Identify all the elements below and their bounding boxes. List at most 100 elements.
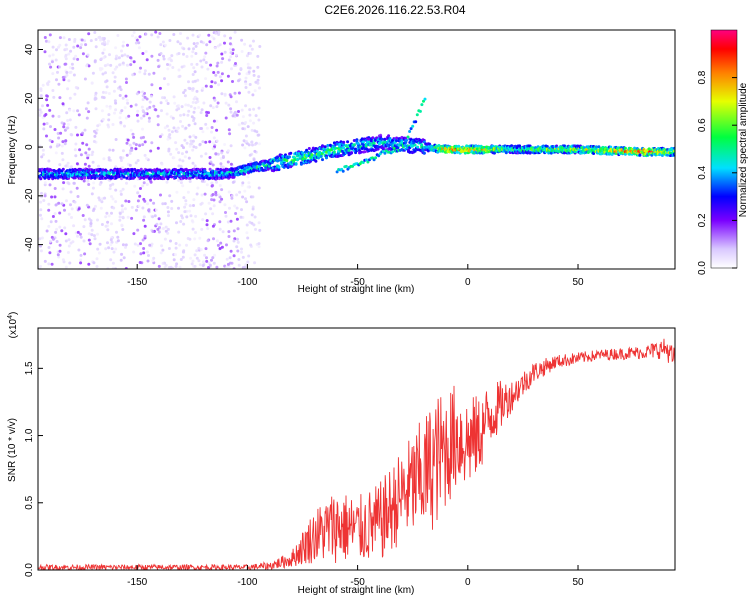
noise-cell: [204, 84, 208, 88]
noise-cell: [237, 110, 240, 113]
noise-cell: [92, 207, 96, 211]
noise-cell: [174, 246, 178, 250]
noise-cell: [219, 162, 223, 166]
noise-cell: [192, 66, 196, 70]
noise-cell: [246, 185, 250, 189]
ridge-cell: [597, 145, 601, 149]
noise-cell: [196, 100, 200, 103]
noise-cell: [68, 261, 72, 265]
noise-cell: [64, 232, 68, 236]
noise-cell: [254, 80, 258, 84]
noise-cell: [114, 108, 118, 112]
noise-cell: [150, 33, 154, 37]
noise-cell: [223, 34, 227, 38]
noise-cell: [257, 245, 261, 249]
noise-cell: [139, 242, 142, 246]
noise-cell: [240, 183, 244, 187]
noise-cell: [47, 208, 51, 212]
noise-cell: [130, 205, 134, 209]
ridge-cell: [336, 154, 340, 158]
noise-cell: [129, 63, 133, 67]
ridge-cell: [314, 159, 318, 163]
ridge-cell: [450, 150, 454, 154]
ridge-cell: [425, 145, 429, 149]
noise-cell: [40, 191, 43, 195]
noise-cell: [195, 97, 199, 101]
branch-cell: [420, 103, 424, 107]
noise-cell: [220, 197, 224, 201]
noise-cell: [168, 39, 172, 42]
noise-cell: [172, 95, 176, 99]
noise-cell: [84, 43, 88, 47]
noise-cell: [183, 205, 187, 209]
noise-cell: [133, 242, 137, 246]
noise-cell: [111, 123, 115, 126]
noise-cell: [68, 96, 72, 100]
noise-cell: [185, 150, 189, 154]
noise-cell: [120, 54, 124, 58]
noise-cell: [192, 116, 196, 120]
ridge-cell: [288, 155, 291, 159]
noise-cell: [42, 127, 46, 131]
noise-cell: [229, 144, 233, 148]
noise-cell: [124, 116, 128, 120]
snr-frame: [37, 327, 676, 571]
noise-cell: [60, 121, 64, 125]
noise-cell: [187, 109, 191, 113]
noise-cell: [178, 243, 182, 247]
ridge-cell: [194, 171, 198, 175]
noise-cell: [191, 87, 195, 91]
noise-cell: [48, 239, 52, 243]
noise-cell: [81, 131, 85, 135]
noise-cell: [41, 153, 45, 157]
noise-cell: [187, 47, 191, 51]
noise-cell: [79, 235, 83, 239]
noise-cell: [45, 122, 49, 125]
noise-cell: [159, 52, 163, 55]
noise-cell: [58, 243, 62, 247]
noise-cell: [99, 206, 103, 210]
noise-cell: [211, 256, 215, 260]
noise-cell: [160, 109, 163, 113]
noise-cell: [233, 237, 237, 241]
noise-cell: [186, 237, 190, 240]
noise-cell: [180, 105, 184, 109]
noise-cell: [81, 52, 85, 56]
noise-cell: [162, 57, 166, 61]
noise-cell: [209, 104, 213, 108]
noise-cell: [193, 164, 197, 168]
ridge-cell: [356, 142, 360, 145]
noise-cell: [212, 119, 216, 123]
noise-cell: [156, 114, 160, 118]
noise-cell: [204, 140, 208, 144]
ridge-cell: [346, 140, 350, 144]
noise-cell: [182, 113, 186, 117]
noise-cell: [118, 215, 122, 219]
noise-cell: [104, 80, 108, 84]
noise-cell: [100, 95, 104, 99]
noise-cell: [79, 261, 83, 265]
noise-cell: [213, 46, 217, 50]
noise-cell: [211, 224, 215, 228]
noise-cell: [64, 139, 68, 143]
ridge-cell: [80, 177, 84, 181]
noise-cell: [145, 156, 149, 160]
noise-cell: [63, 208, 66, 212]
noise-cell: [85, 116, 89, 120]
ridge-cell: [413, 143, 417, 147]
noise-cell: [194, 44, 198, 48]
noise-cell: [185, 243, 188, 247]
noise-cell: [195, 62, 199, 66]
noise-cell: [87, 147, 91, 151]
noise-cell: [58, 225, 62, 229]
noise-cell: [252, 121, 256, 125]
noise-cell: [166, 227, 170, 231]
ridge-cell: [266, 167, 270, 171]
noise-cell: [248, 44, 252, 48]
noise-cell: [163, 202, 167, 206]
noise-cell: [77, 113, 81, 117]
ridge-cell: [647, 147, 651, 151]
noise-cell: [110, 247, 114, 251]
noise-cell: [201, 264, 205, 268]
noise-cell: [121, 228, 125, 231]
